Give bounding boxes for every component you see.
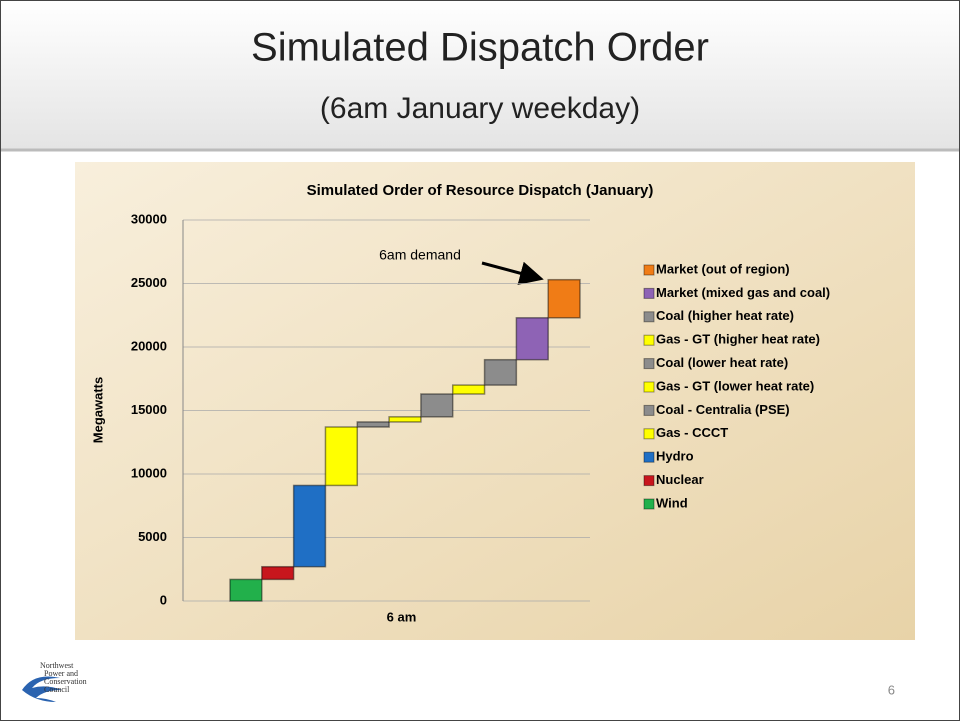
logo-text: Council [44, 685, 70, 694]
y-axis-label: Megawatts [90, 377, 105, 443]
chart-area [75, 162, 915, 640]
bar [261, 565, 295, 581]
legend-swatch [643, 287, 655, 299]
legend-label: Hydro [656, 449, 694, 464]
bar [420, 393, 454, 418]
logo-text: Power and [44, 669, 78, 678]
slide-title: Simulated Dispatch Order [251, 26, 709, 70]
bar [292, 484, 327, 568]
y-tick-label: 25000 [131, 275, 167, 290]
legend-swatch [643, 264, 655, 276]
bar [388, 416, 422, 423]
chart-title: Simulated Order of Resource Dispatch (Ja… [307, 182, 654, 199]
legend-swatch [643, 311, 655, 323]
logo-mark [22, 676, 62, 702]
legend-swatch [643, 381, 655, 393]
legend-swatch [643, 475, 655, 487]
bar [547, 278, 581, 319]
legend-swatch [643, 498, 655, 510]
legend-label: Gas - CCCT [656, 425, 728, 440]
annotation: 6am demand [379, 247, 461, 263]
header-band [1, 1, 959, 149]
legend-label: Nuclear [656, 472, 704, 487]
legend-swatch [643, 334, 655, 346]
legend-label: Market (mixed gas and coal) [656, 285, 830, 300]
annotation-arrow [481, 261, 544, 285]
legend-label: Wind [656, 495, 688, 510]
y-tick-label: 20000 [131, 338, 167, 353]
slide-subtitle: (6am January weekday) [320, 92, 640, 125]
legend-swatch [643, 428, 655, 440]
legend-label: Coal (higher heat rate) [656, 308, 794, 323]
legend-swatch [643, 451, 655, 463]
logo-text: Conservation [44, 677, 87, 686]
y-tick-label: 10000 [131, 465, 167, 480]
legend-swatch [643, 404, 655, 416]
y-tick-label: 15000 [131, 402, 167, 417]
legend-label: Market (out of region) [656, 261, 790, 276]
legend-swatch [643, 358, 655, 370]
bar [483, 358, 518, 386]
bar [229, 578, 263, 602]
legend-label: Coal (lower heat rate) [656, 355, 788, 370]
bar [356, 421, 390, 428]
y-tick-label: 0 [160, 592, 167, 607]
y-tick-label: 5000 [138, 529, 167, 544]
x-tick-label: 6 am [387, 609, 417, 624]
legend-label: Gas - GT (lower heat rate) [656, 378, 814, 393]
legend-label: Coal - Centralia (PSE) [656, 402, 790, 417]
y-tick-label: 30000 [131, 211, 167, 226]
bar [451, 384, 486, 395]
bar [324, 426, 359, 487]
page-number: 6 [888, 682, 895, 697]
legend-label: Gas - GT (higher heat rate) [656, 332, 820, 347]
logo-text: Northwest [40, 661, 74, 670]
bar [515, 317, 549, 361]
